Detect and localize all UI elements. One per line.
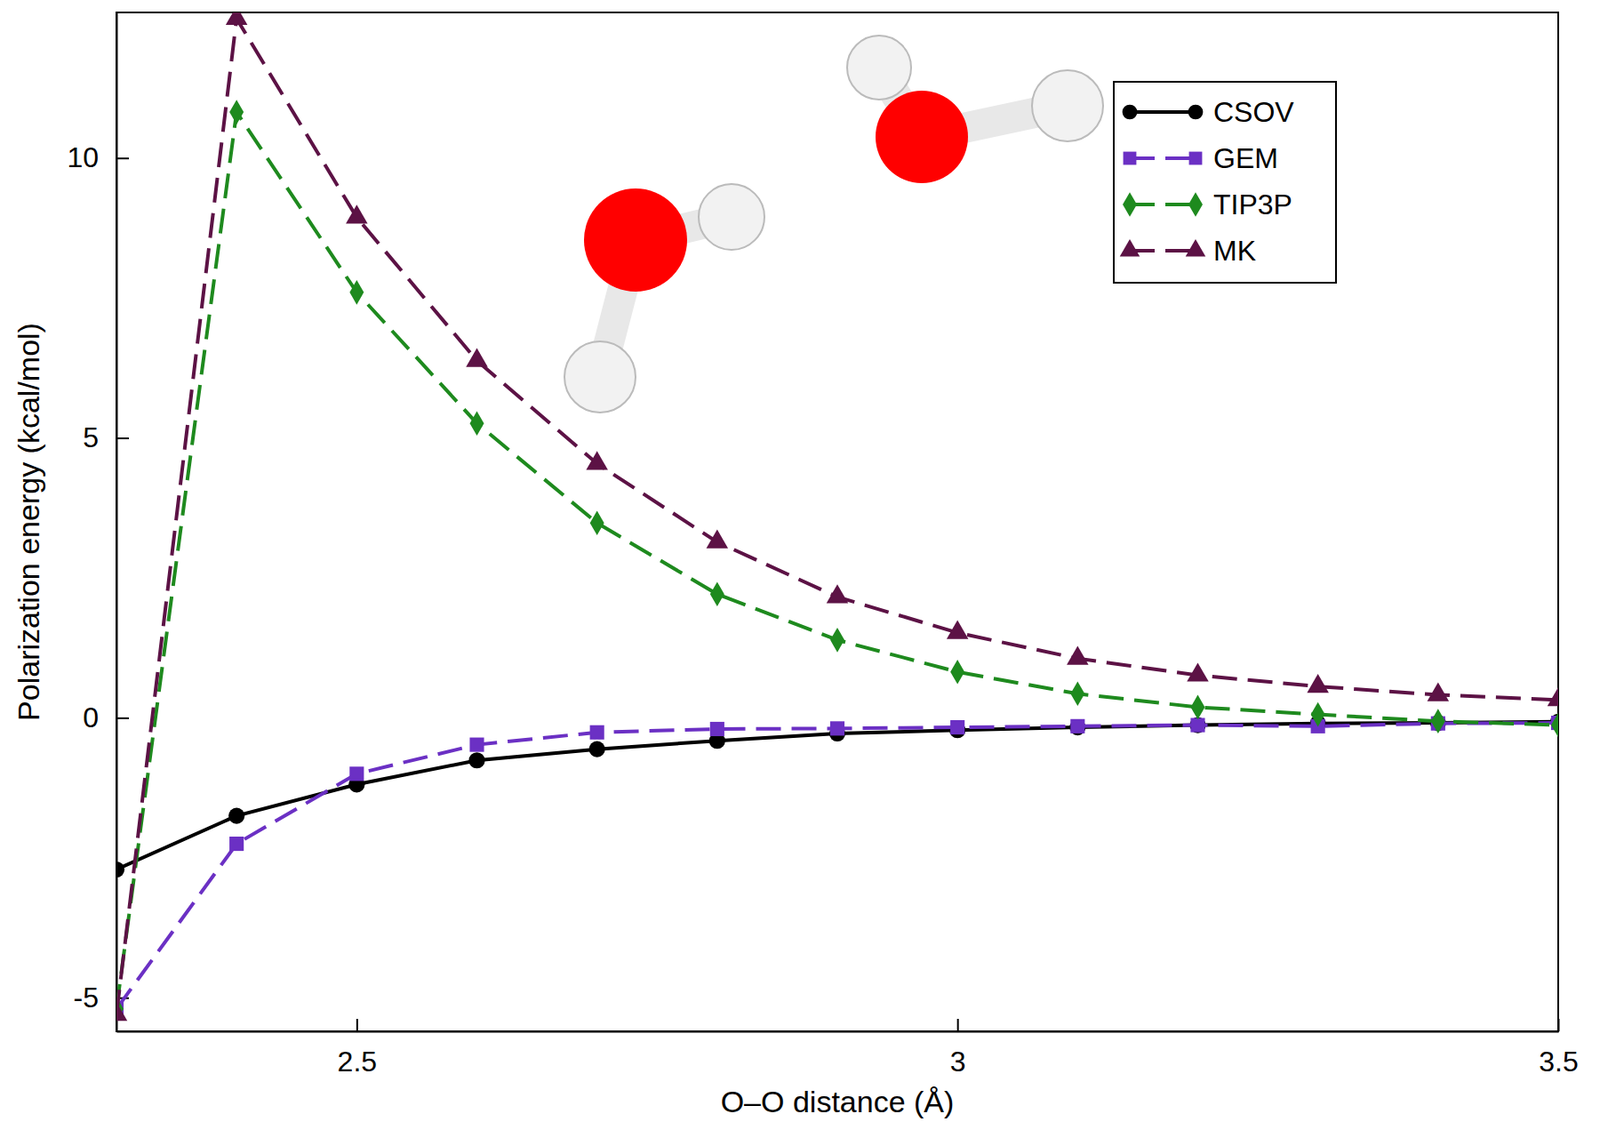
series-marker: [468, 752, 485, 768]
series-marker: [826, 584, 849, 603]
series-marker: [1306, 673, 1329, 693]
legend-marker: [1120, 239, 1141, 257]
legend-marker: [1122, 104, 1138, 120]
legend-entry: GEM: [1123, 142, 1279, 175]
y-tick-label: -5: [73, 981, 99, 1014]
series-marker: [589, 741, 606, 758]
data-layer: [116, 12, 1559, 1022]
legend-label: MK: [1213, 234, 1256, 267]
series-marker: [1066, 645, 1089, 664]
series-marker: [1311, 702, 1326, 728]
y-tick-label: 5: [82, 421, 99, 454]
series-marker: [225, 12, 248, 25]
y-tick-label: 10: [66, 141, 99, 174]
series-line: [116, 18, 1559, 1015]
x-tick-mark: [356, 1018, 359, 1032]
atom: [584, 188, 688, 292]
series-marker: [349, 280, 364, 305]
series-marker: [116, 1001, 128, 1021]
series-marker: [946, 620, 969, 640]
chart: 2.5 3 3.5 -5 0 5 10 CSOV GEM TIP3P MK O–O distance …: [0, 0, 1600, 1130]
y-tick-mark: [116, 157, 129, 160]
series-marker: [706, 529, 729, 549]
water-dimer-illustration: [564, 35, 1104, 413]
legend-label: GEM: [1213, 142, 1279, 175]
series-line: [116, 721, 1559, 870]
atom: [1032, 70, 1104, 142]
series-marker: [349, 766, 364, 781]
legend-line: [1129, 202, 1196, 207]
legend-label: TIP3P: [1213, 188, 1293, 221]
series-marker: [830, 627, 845, 653]
series-marker: [1186, 662, 1209, 681]
legend-marker: [1188, 104, 1204, 120]
series-marker: [1547, 687, 1559, 706]
legend-marker: [1189, 152, 1203, 166]
series-marker: [1431, 708, 1446, 734]
series-line: [116, 112, 1559, 1009]
series-marker: [229, 99, 244, 125]
series-marker: [710, 721, 725, 736]
series-marker: [470, 410, 485, 436]
series-marker: [950, 659, 965, 685]
y-axis-title: Polarization energy (kcal/mol): [11, 322, 46, 721]
x-tick-label: 2.5: [337, 1045, 377, 1078]
series-marker: [229, 836, 244, 851]
y-tick-mark: [116, 437, 129, 440]
legend-entry: TIP3P: [1122, 188, 1293, 221]
atom: [847, 35, 912, 100]
series-marker: [345, 204, 368, 224]
series-line: [116, 722, 1559, 1009]
legend-entry: MK: [1120, 234, 1256, 267]
series-marker: [710, 581, 725, 607]
series-marker: [1190, 718, 1205, 733]
legend-label: CSOV: [1213, 96, 1295, 128]
series-marker: [830, 720, 845, 736]
plot-frame: [116, 12, 1559, 1032]
series-marker: [1070, 719, 1085, 734]
x-tick: 3: [950, 1018, 967, 1078]
x-axis-title: O–O distance (Å): [720, 1084, 955, 1119]
series-marker: [1427, 681, 1450, 701]
legend-line: [1129, 248, 1196, 253]
legend-box: [1113, 81, 1336, 283]
y-tick-label: 0: [82, 701, 99, 734]
y-tick: 0: [82, 701, 129, 734]
y-tick: 10: [66, 141, 129, 174]
series-marker: [590, 725, 605, 740]
legend-marker: [1122, 192, 1137, 217]
x-tick: 2.5: [337, 1018, 377, 1078]
series-marker: [1551, 712, 1559, 738]
series-marker: [469, 737, 484, 752]
legend-line: [1129, 156, 1196, 160]
y-tick: 5: [82, 421, 129, 454]
legend-line: [1129, 110, 1196, 114]
series-marker: [116, 861, 125, 878]
series-marker: [585, 450, 608, 470]
series-marker: [228, 807, 245, 824]
legend-entry: CSOV: [1122, 96, 1296, 128]
series-marker: [590, 510, 605, 536]
series-marker: [1070, 681, 1085, 707]
x-tick-label: 3.5: [1538, 1045, 1578, 1078]
series-marker: [1191, 695, 1206, 720]
atom: [564, 341, 636, 413]
x-tick-label: 3: [950, 1045, 967, 1078]
series-marker: [950, 720, 965, 735]
series-marker: [1069, 719, 1086, 736]
series-marker: [465, 348, 488, 368]
atom: [875, 90, 968, 184]
y-tick-mark: [116, 717, 129, 720]
plot: 2.5 3 3.5 -5 0 5 10 CSOV GEM TIP3P MK: [66, 6, 1578, 1078]
x-tick-mark: [957, 1018, 960, 1032]
atom: [698, 184, 765, 250]
legend: CSOV GEM TIP3P MK: [1113, 81, 1336, 283]
x-axis: 2.5 3 3.5: [117, 1018, 1579, 1078]
legend-marker: [1188, 192, 1203, 217]
y-axis: -5 0 5 10: [66, 13, 129, 1032]
legend-marker: [1185, 239, 1207, 257]
legend-marker: [1123, 152, 1137, 166]
